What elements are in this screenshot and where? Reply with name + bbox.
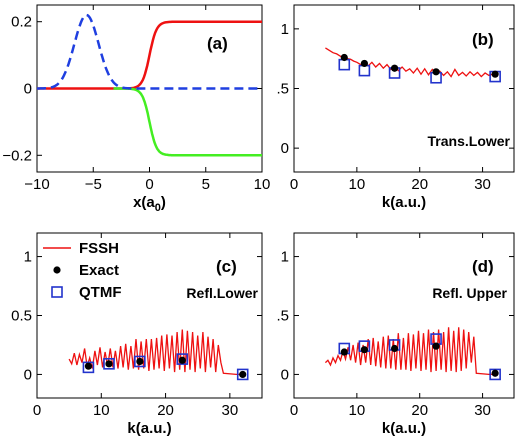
exact-point	[340, 348, 348, 356]
x-tick-label: 30	[474, 402, 491, 419]
qtmf-point	[176, 353, 189, 365]
x-tick-label: 20	[157, 402, 174, 419]
qtmf-point	[134, 355, 146, 368]
panel-b: 0 10 20 30 0 .5 1 k(a.u.) (b) Trans.Lower	[276, 4, 515, 211]
panel-label: (b)	[472, 30, 494, 49]
legend: FSSH Exact QTMF	[43, 240, 122, 301]
qtmf-point	[358, 64, 371, 77]
y-tick-label: −0.2	[2, 147, 32, 164]
x-tick-label: 0	[33, 402, 41, 419]
y-tick-label: .5	[276, 81, 289, 98]
x-tick-label: 0	[290, 176, 298, 193]
fssh-line	[68, 329, 243, 376]
exact-point	[432, 342, 440, 350]
exact-point	[136, 357, 144, 366]
x-axis-label-subscript: 0	[155, 202, 161, 214]
panel-a: −10 −5 0 5 10 −0.2 0 0.2 x(a0) (a)	[2, 4, 271, 214]
y-tick-label: 0	[24, 81, 32, 98]
plot-area	[325, 47, 501, 84]
x-tick-label: 20	[411, 176, 428, 193]
qtmf-point	[236, 368, 249, 381]
x-tick-label: −10	[24, 176, 49, 193]
panel-label: (d)	[472, 257, 494, 276]
y-tick-label: 0	[281, 140, 289, 157]
legend-exact-swatch	[53, 266, 61, 274]
x-axis-label: k(a.u.)	[382, 420, 426, 437]
x-tick-label: 10	[254, 176, 271, 193]
plot-area	[324, 327, 501, 381]
exact-point	[491, 70, 499, 78]
panel-label: (c)	[216, 257, 237, 276]
panel-c: 0 10 20 30 0 0.5 1 k(a.u.) (c) Refl.Lower FSSH Exac…	[11, 232, 263, 437]
legend-entry: FSSH	[79, 240, 119, 257]
green-curve	[113, 87, 262, 157]
x-tick-label: 0	[145, 176, 153, 193]
qtmf-point	[103, 358, 115, 370]
qtmf-point	[82, 361, 95, 374]
y-tick-label: 0.5	[11, 308, 32, 325]
fssh-line	[325, 47, 496, 78]
x-axis-label: k(a.u.)	[382, 194, 426, 211]
qtmf-point	[338, 58, 351, 71]
y-tick-label: 0	[24, 366, 32, 383]
x-tick-label: 0	[290, 402, 298, 419]
x-tick-label: −5	[85, 176, 102, 193]
y-tick-label: 0	[281, 366, 289, 383]
x-tick-label: 20	[411, 402, 428, 419]
blue-curve	[37, 13, 262, 90]
x-axis-label-close: )	[161, 194, 166, 211]
plot-area	[37, 13, 262, 157]
x-tick-label: 10	[93, 402, 110, 419]
y-tick-label: .5	[276, 308, 289, 325]
exact-point	[239, 370, 247, 379]
x-axis-label: k(a.u.)	[127, 420, 171, 437]
exact-point	[84, 362, 93, 370]
panel-annotation: Trans.Lower	[428, 133, 511, 149]
x-tick-label: 10	[349, 176, 366, 193]
qtmf-point	[489, 368, 501, 381]
panel-annotation: Refl.Lower	[186, 285, 258, 301]
red-curve	[37, 20, 262, 90]
legend-entry: Exact	[79, 262, 119, 279]
exact-point	[390, 64, 399, 72]
exact-point	[360, 346, 368, 354]
fssh-line	[324, 327, 496, 376]
x-tick-label: 30	[222, 402, 239, 419]
exact-point	[105, 360, 113, 368]
exact-point	[390, 344, 399, 353]
panel-annotation: Refl. Upper	[432, 285, 507, 301]
y-tick-label: 0.2	[11, 14, 32, 31]
y-tick-label: 1	[281, 249, 289, 266]
panel-d: 0 10 20 30 0 .5 1 k(a.u.) (d) Refl. Upper	[276, 232, 515, 437]
legend-qtmf-swatch	[51, 286, 63, 298]
x-tick-label: 5	[202, 176, 210, 193]
exact-point	[432, 68, 440, 76]
legend-entry: QTMF	[79, 284, 122, 301]
y-tick-label: 1	[281, 21, 289, 38]
exact-point	[340, 53, 348, 62]
exact-point	[178, 356, 186, 364]
x-tick-label: 30	[474, 176, 491, 193]
exact-point	[491, 369, 499, 377]
x-axis-label: x(a0)	[133, 194, 166, 214]
y-tick-label: 1	[24, 249, 32, 266]
x-tick-label: 10	[349, 402, 366, 419]
exact-point	[360, 59, 368, 68]
plot-area	[68, 329, 249, 381]
panel-label: (a)	[207, 34, 228, 53]
